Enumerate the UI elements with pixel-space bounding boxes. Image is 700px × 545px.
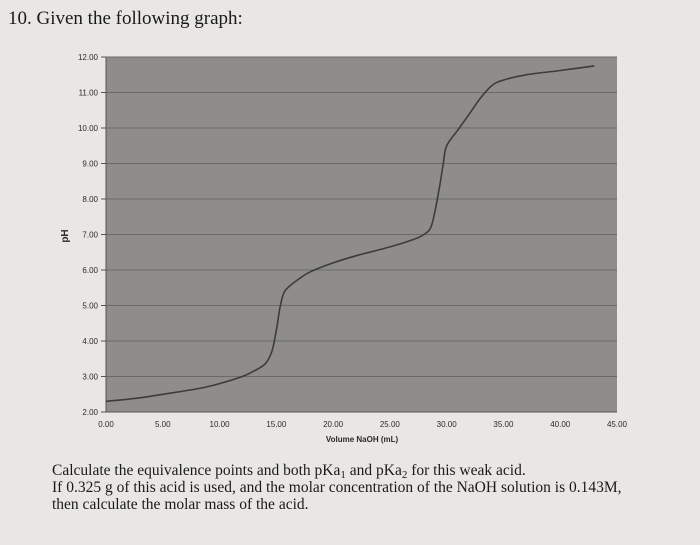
y-tick-label: 9.00 <box>82 160 98 169</box>
x-axis-label: Volume NaOH (mL) <box>326 435 399 444</box>
question-line-1: Calculate the equivalence points and bot… <box>52 462 692 481</box>
question-text-1b: and pKa <box>345 462 402 479</box>
question-line-3: then calculate the molar mass of the aci… <box>52 496 309 513</box>
x-tick-label: 45.00 <box>607 420 628 429</box>
y-axis-label: pH <box>60 229 71 242</box>
x-tick-label: 5.00 <box>155 420 171 429</box>
x-tick-label: 10.00 <box>210 420 231 429</box>
x-tick-label: 25.00 <box>380 420 401 429</box>
x-tick-label: 0.00 <box>98 420 114 429</box>
subscript-1: 1 <box>340 469 346 481</box>
x-tick-label: 15.00 <box>266 420 287 429</box>
y-tick-label: 7.00 <box>82 231 98 240</box>
question-body: Calculate the equivalence points and bot… <box>52 462 692 513</box>
x-tick-label: 20.00 <box>323 420 344 429</box>
y-tick-label: 3.00 <box>82 373 98 382</box>
y-tick-label: 6.00 <box>82 266 98 275</box>
y-tick-label: 5.00 <box>82 302 98 311</box>
y-tick-label: 8.00 <box>82 195 98 204</box>
x-tick-label: 30.00 <box>437 420 458 429</box>
y-tick-label: 4.00 <box>82 337 98 346</box>
y-tick-label: 10.00 <box>78 124 99 133</box>
question-text-1a: Calculate the equivalence points and bot… <box>52 462 341 479</box>
question-title: 10. Given the following graph: <box>8 8 243 29</box>
question-line-2: If 0.325 g of this acid is used, and the… <box>52 479 622 496</box>
y-tick-label: 11.00 <box>79 89 99 98</box>
x-tick-label: 40.00 <box>550 420 571 429</box>
y-tick-label: 12.00 <box>78 53 99 62</box>
titration-curve <box>105 65 595 403</box>
x-tick-label: 35.00 <box>493 420 514 429</box>
y-tick-label: 2.00 <box>82 408 98 417</box>
subscript-2: 2 <box>401 469 408 481</box>
question-text-1c: for this weak acid. <box>407 462 526 479</box>
